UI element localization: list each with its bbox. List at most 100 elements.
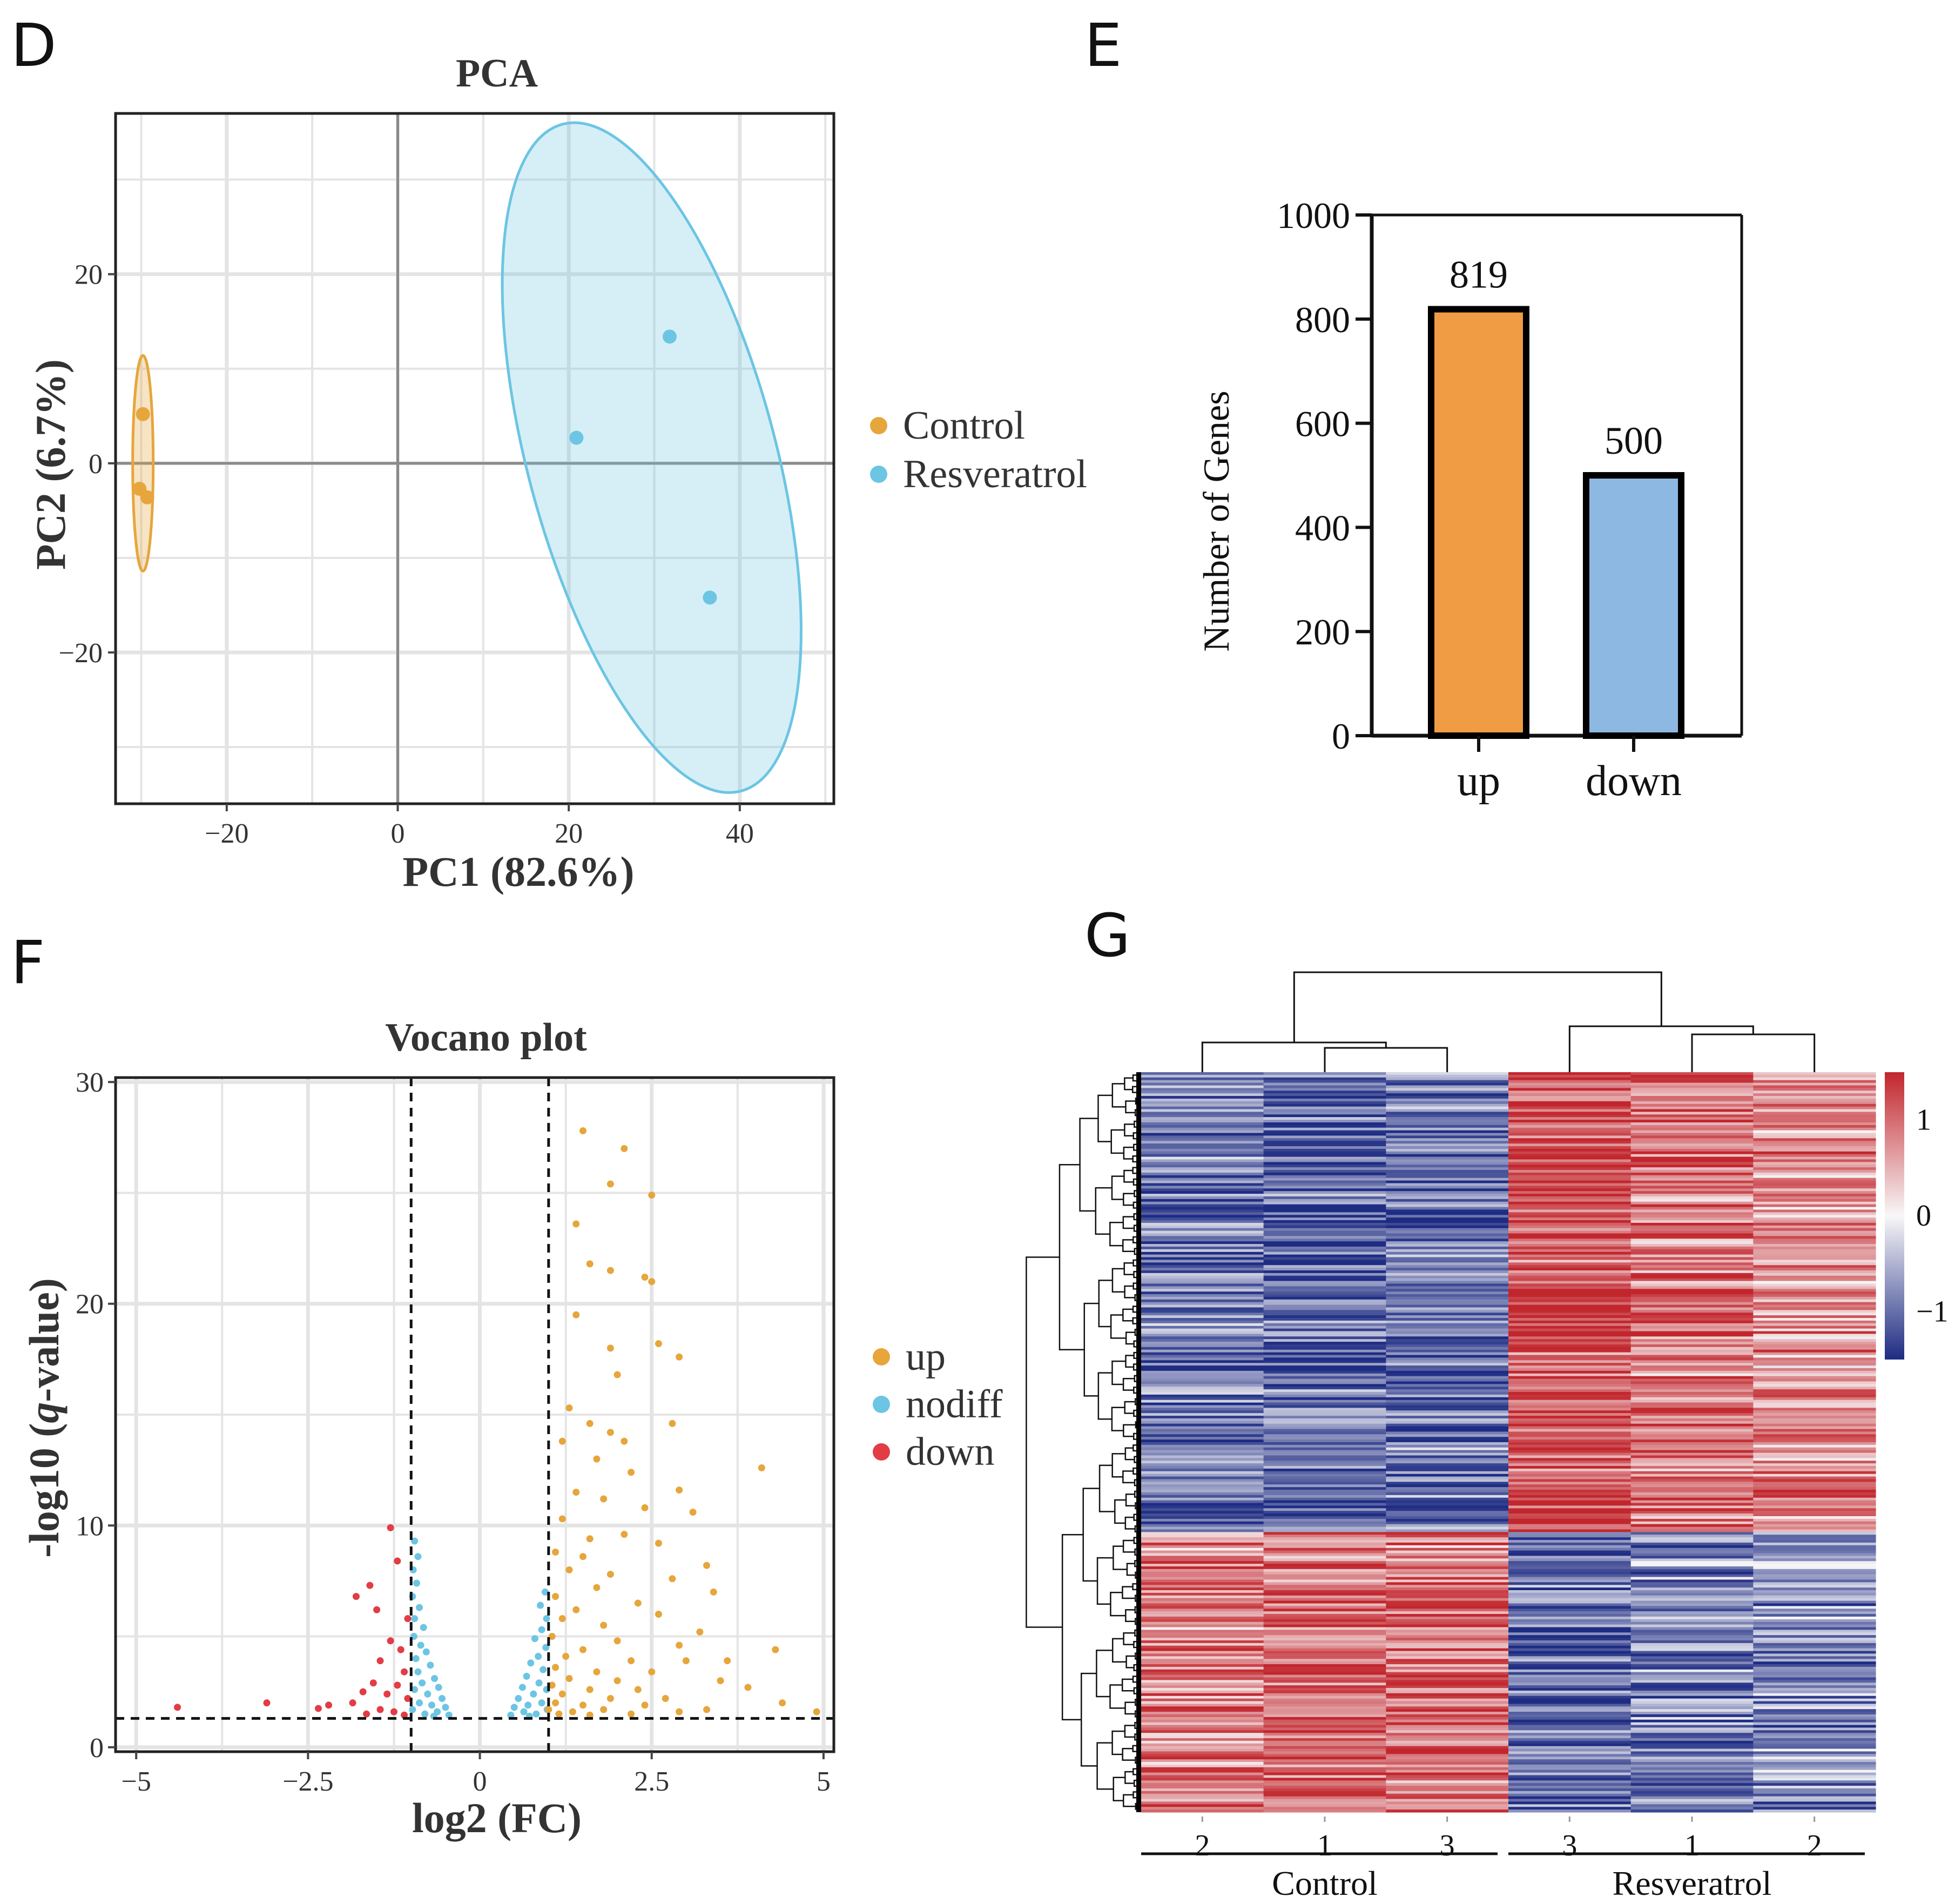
heatmap-cell (1508, 1339, 1632, 1342)
heatmap-cell (1630, 1392, 1754, 1395)
heatmap-cell (1508, 1397, 1632, 1401)
pca-point-resveratrol (703, 590, 717, 605)
heatmap-cell (1508, 1125, 1632, 1128)
heatmap-cell (1263, 1516, 1386, 1519)
heatmap-cell (1753, 1701, 1876, 1704)
heatmap-cell (1263, 1117, 1386, 1120)
heatmap-cell (1753, 1564, 1876, 1567)
heatmap-cell (1753, 1209, 1876, 1213)
heatmap-cell (1141, 1286, 1264, 1289)
heatmap-cell (1508, 1714, 1632, 1718)
heatmap-cell (1263, 1611, 1386, 1614)
heatmap-cell (1753, 1595, 1876, 1599)
heatmap-cell (1508, 1772, 1632, 1776)
volcano-point-down (359, 1688, 367, 1696)
pca-plot-area (116, 113, 834, 804)
heatmap-cell (1386, 1735, 1509, 1739)
heatmap-cell (1630, 1310, 1754, 1313)
volcano-y-tick-label: 10 (76, 1511, 104, 1542)
heatmap-cell (1508, 1209, 1632, 1213)
heatmap-cell (1141, 1252, 1264, 1255)
heatmap-cell (1753, 1503, 1876, 1506)
volcano-point-down (174, 1704, 181, 1711)
heatmap-cell (1508, 1677, 1632, 1680)
heatmap-cell (1753, 1603, 1876, 1606)
heatmap-cell (1753, 1508, 1876, 1511)
volcano-point-up (669, 1419, 676, 1427)
heatmap-cell (1508, 1244, 1632, 1247)
heatmap-cell (1263, 1405, 1386, 1408)
volcano-point-nodiff (537, 1602, 544, 1609)
heatmap-cells (1141, 1072, 1876, 1813)
heatmap-cell (1508, 1526, 1632, 1530)
heatmap-cell (1386, 1347, 1509, 1350)
heatmap-cell (1386, 1434, 1509, 1437)
heatmap-cell (1508, 1387, 1632, 1390)
heatmap-cell (1508, 1418, 1632, 1422)
volcano-point-up (614, 1637, 621, 1645)
heatmap-cell (1630, 1545, 1754, 1549)
heatmap-cell (1753, 1304, 1876, 1308)
heatmap-cell (1263, 1148, 1386, 1152)
heatmap-cell (1141, 1357, 1264, 1361)
heatmap-cell (1386, 1096, 1509, 1099)
heatmap-cell (1508, 1175, 1632, 1179)
heatmap-cell (1508, 1257, 1632, 1260)
heatmap-cell (1753, 1757, 1876, 1760)
volcano-point-up (558, 1437, 566, 1445)
heatmap-cell (1141, 1167, 1264, 1170)
heatmap-cell (1141, 1074, 1264, 1078)
heatmap-cell (1263, 1318, 1386, 1321)
heatmap-cell (1753, 1408, 1876, 1411)
heatmap-cell (1141, 1645, 1264, 1649)
heatmap-cell (1386, 1796, 1509, 1800)
heatmap-cell (1263, 1397, 1386, 1401)
heatmap-cell (1630, 1281, 1754, 1284)
heatmap-cell (1508, 1373, 1632, 1377)
heatmap-cell (1263, 1497, 1386, 1501)
volcano-point-up (555, 1710, 563, 1718)
heatmap-cell (1386, 1566, 1509, 1570)
volcano-point-nodiff (507, 1711, 515, 1719)
heatmap-cell (1263, 1508, 1386, 1511)
heatmap-cell (1630, 1526, 1754, 1530)
row-dendro-branch (1109, 1222, 1123, 1247)
heatmap-cell (1386, 1780, 1509, 1784)
heatmap-cell (1141, 1479, 1264, 1482)
heatmap-cell (1386, 1672, 1509, 1676)
volcano-point-up (565, 1675, 573, 1683)
heatmap-cell (1753, 1585, 1876, 1588)
heatmap-cell (1630, 1328, 1754, 1332)
volcano-point-up (641, 1504, 649, 1511)
heatmap-cell (1630, 1532, 1754, 1535)
volcano-point-up (628, 1469, 635, 1476)
dendro-branch (1691, 1033, 1816, 1072)
heatmap-cell (1386, 1492, 1509, 1496)
heatmap-cell (1141, 1328, 1264, 1332)
heatmap-cell (1753, 1698, 1876, 1702)
heatmap-cell (1386, 1402, 1509, 1406)
heatmap-cell (1263, 1262, 1386, 1266)
heatmap-cell (1508, 1313, 1632, 1316)
heatmap-cell (1753, 1638, 1876, 1641)
heatmap-cell (1141, 1141, 1264, 1144)
heatmap-cell (1630, 1133, 1754, 1136)
heatmap-cell (1630, 1262, 1754, 1266)
pca-grid (116, 113, 834, 804)
heatmap-cell (1630, 1590, 1754, 1593)
heatmap-cell (1386, 1643, 1509, 1646)
heatmap-cell (1141, 1146, 1264, 1149)
heatmap-cell (1263, 1706, 1386, 1710)
volcano-point-up (569, 1708, 576, 1715)
heatmap-cell (1141, 1188, 1264, 1192)
heatmap-cell (1508, 1156, 1632, 1160)
heatmap-cell (1141, 1804, 1264, 1807)
heatmap-cell (1508, 1561, 1632, 1564)
heatmap-cell (1386, 1400, 1509, 1403)
heatmap-cell (1263, 1595, 1386, 1599)
heatmap-cell (1508, 1484, 1632, 1488)
heatmap-cell (1630, 1204, 1754, 1208)
heatmap-cell (1386, 1556, 1509, 1559)
heatmap-cell (1630, 1651, 1754, 1654)
volcano-point-up (548, 1633, 556, 1640)
